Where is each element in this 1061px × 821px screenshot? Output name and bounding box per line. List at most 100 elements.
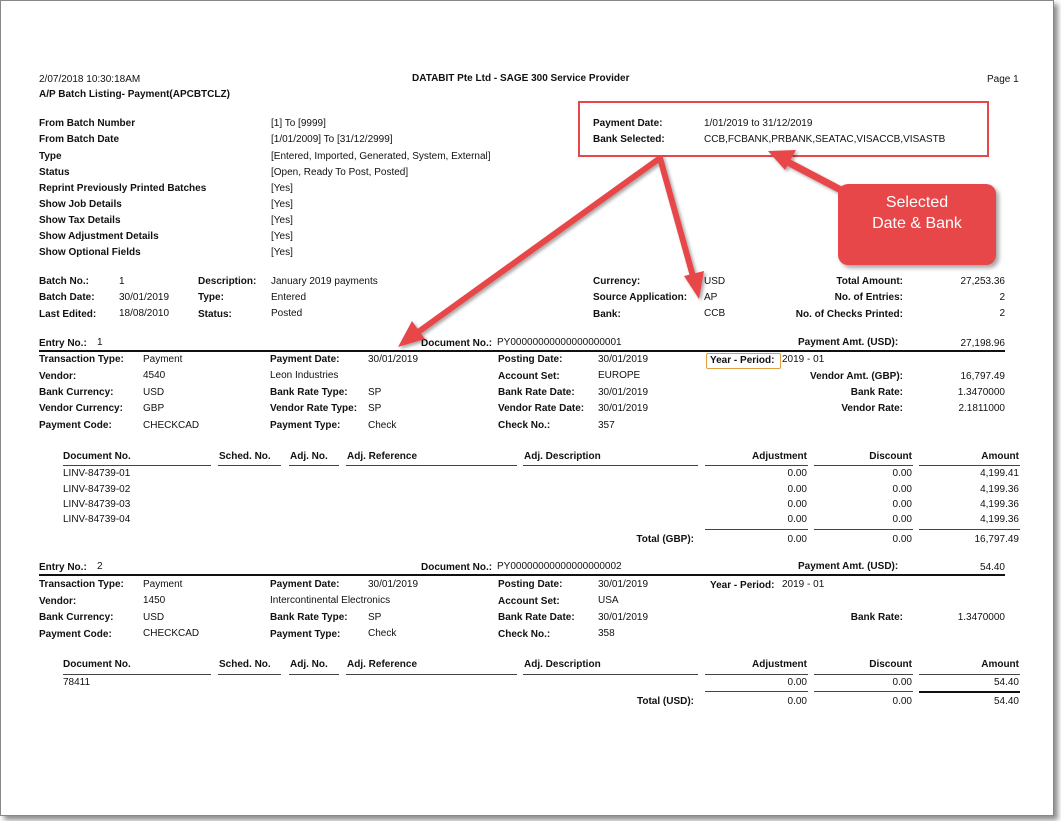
payment-type: Check bbox=[368, 420, 397, 431]
payment-code-label: Payment Code: bbox=[39, 629, 112, 640]
vendor-currency: GBP bbox=[143, 403, 165, 414]
col-underline bbox=[218, 674, 281, 675]
bank: CCB bbox=[704, 308, 726, 319]
entries-label: No. of Entries: bbox=[834, 292, 903, 303]
criteria-value: [Yes] bbox=[271, 215, 293, 226]
bank-rate-label: Bank Rate: bbox=[850, 387, 903, 398]
transaction-type: Payment bbox=[143, 354, 183, 365]
total-adjustment: 0.00 bbox=[787, 534, 807, 545]
line-document-no: LINV-84739-04 bbox=[63, 514, 131, 525]
report-title: A/P Batch Listing- Payment(APCBTCLZ) bbox=[39, 89, 230, 100]
payment-type: Check bbox=[368, 628, 397, 639]
batch-status-label: Status: bbox=[198, 309, 232, 320]
payment-code: CHECKCAD bbox=[143, 420, 200, 431]
vendor-rate-type: SP bbox=[368, 403, 382, 414]
bank-rate-date: 30/01/2019 bbox=[598, 387, 649, 398]
entries-count: 2 bbox=[999, 292, 1005, 303]
year-period-highlight bbox=[706, 353, 781, 369]
vendor-amt-label: Vendor Amt. (GBP): bbox=[810, 371, 903, 382]
arrow-to-payment-date bbox=[411, 155, 663, 338]
document-no: PY00000000000000000002 bbox=[497, 561, 622, 572]
criteria-label: Status bbox=[39, 167, 70, 178]
document-no-label: Document No.: bbox=[421, 338, 493, 349]
entry-no-label: Entry No.: bbox=[39, 338, 87, 349]
line-adjustment: 0.00 bbox=[787, 677, 807, 688]
line-discount: 0.00 bbox=[892, 514, 912, 525]
document-no-label: Document No.: bbox=[421, 562, 493, 573]
vendor-label: Vendor: bbox=[39, 596, 77, 607]
line-discount: 0.00 bbox=[892, 677, 912, 688]
col-underline bbox=[705, 674, 808, 675]
entry-divider bbox=[39, 574, 1005, 576]
posting-date: 30/01/2019 bbox=[598, 354, 649, 365]
col-adj-reference: Adj. Reference bbox=[347, 451, 418, 462]
col-document-no: Document No. bbox=[63, 659, 131, 670]
line-amount: 4,199.41 bbox=[980, 468, 1019, 479]
bank-selected-label: Bank Selected: bbox=[593, 134, 665, 145]
vendor-name: Leon Industries bbox=[270, 370, 339, 381]
bank-currency: USD bbox=[143, 387, 165, 398]
transaction-type-label: Transaction Type: bbox=[39, 579, 124, 590]
transaction-type: Payment bbox=[143, 579, 183, 590]
bank-currency: USD bbox=[143, 612, 165, 623]
criteria-label: Reprint Previously Printed Batches bbox=[39, 183, 207, 194]
callout-line1: Selected bbox=[885, 194, 949, 211]
payment-code-label: Payment Code: bbox=[39, 420, 112, 431]
arrowhead bbox=[684, 271, 704, 299]
col-underline bbox=[218, 465, 281, 466]
check-no-label: Check No.: bbox=[498, 629, 551, 640]
col-adj-reference: Adj. Reference bbox=[347, 659, 418, 670]
total-discount: 0.00 bbox=[892, 534, 912, 545]
total-underline bbox=[814, 691, 913, 692]
batch-no: 1 bbox=[119, 276, 125, 287]
payment-amt-label: Payment Amt. (USD): bbox=[798, 561, 899, 572]
total-adjustment: 0.00 bbox=[787, 696, 807, 707]
entry-no: 2 bbox=[97, 561, 103, 572]
vendor-rate-date-label: Vendor Rate Date: bbox=[498, 403, 585, 414]
bank-rate-type: SP bbox=[368, 387, 382, 398]
col-amount: Amount bbox=[981, 659, 1019, 670]
account-set-label: Account Set: bbox=[498, 371, 560, 382]
report-datetime: 2/07/2018 10:30:18AM bbox=[39, 74, 141, 85]
line-document-no: 78411 bbox=[63, 677, 91, 688]
criteria-label: From Batch Number bbox=[39, 118, 136, 129]
col-underline bbox=[523, 465, 698, 466]
vendor-rate-type-label: Vendor Rate Type: bbox=[270, 403, 358, 414]
bank-rate-date-label: Bank Rate Date: bbox=[498, 612, 575, 623]
payment-date: 30/01/2019 bbox=[368, 354, 419, 365]
payment-amt-label: Payment Amt. (USD): bbox=[798, 337, 899, 348]
arrowhead bbox=[398, 321, 425, 347]
criteria-label: Show Job Details bbox=[39, 199, 122, 210]
vendor: 4540 bbox=[143, 370, 166, 381]
year-period: 2019 - 01 bbox=[782, 579, 825, 590]
line-adjustment: 0.00 bbox=[787, 499, 807, 510]
posting-date: 30/01/2019 bbox=[598, 579, 649, 590]
criteria-value: [Yes] bbox=[271, 199, 293, 210]
batch-no-label: Batch No.: bbox=[39, 276, 89, 287]
bank-rate-date: 30/01/2019 bbox=[598, 612, 649, 623]
payment-date-label: Payment Date: bbox=[270, 354, 340, 365]
col-underline bbox=[919, 465, 1020, 466]
col-adjustment: Adjustment bbox=[752, 451, 807, 462]
payment-type-label: Payment Type: bbox=[270, 629, 341, 640]
col-underline bbox=[346, 465, 517, 466]
vendor-rate: 2.1811000 bbox=[958, 403, 1005, 414]
year-period-label: Year - Period: bbox=[710, 580, 775, 591]
year-period-label: Year - Period: bbox=[710, 355, 775, 366]
line-amount: 4,199.36 bbox=[980, 499, 1019, 510]
bank-currency-label: Bank Currency: bbox=[39, 612, 114, 623]
source-app-label: Source Application: bbox=[593, 292, 688, 303]
transaction-type-label: Transaction Type: bbox=[39, 354, 124, 365]
col-underline bbox=[814, 674, 913, 675]
col-underline bbox=[523, 674, 698, 675]
line-discount: 0.00 bbox=[892, 499, 912, 510]
criteria-label: Show Tax Details bbox=[39, 215, 121, 226]
posting-date-label: Posting Date: bbox=[498, 579, 563, 590]
batch-type-label: Type: bbox=[198, 292, 224, 303]
payment-amt: 27,198.96 bbox=[960, 338, 1006, 349]
account-set-label: Account Set: bbox=[498, 596, 560, 607]
selected-date-bank-callout: Selected Date & Bank bbox=[838, 184, 996, 265]
total-amount: 16,797.49 bbox=[974, 534, 1020, 545]
